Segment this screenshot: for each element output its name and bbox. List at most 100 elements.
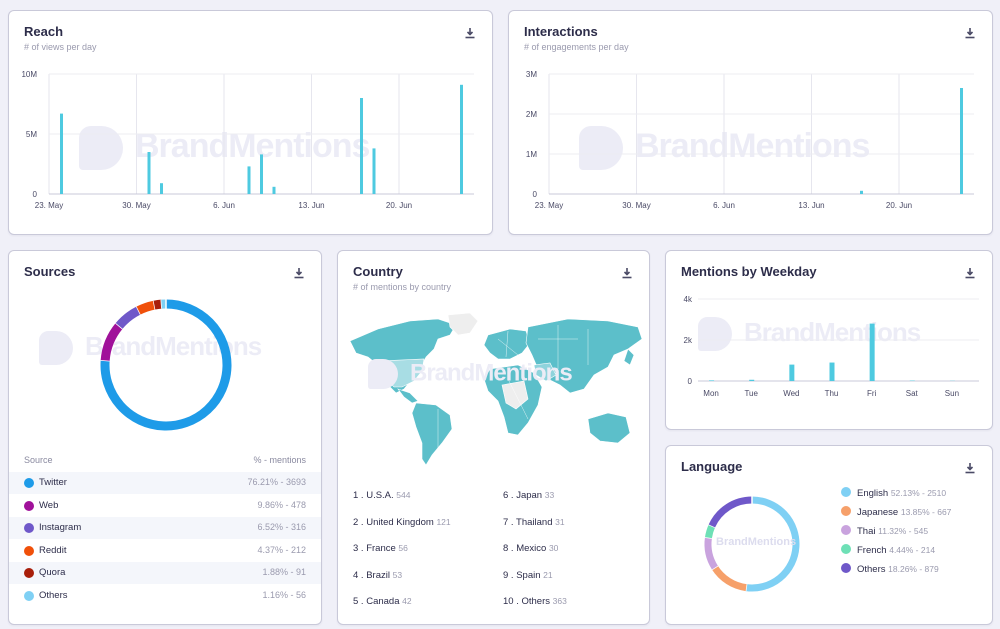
language-name: Japanese: [857, 507, 899, 518]
country-item[interactable]: 2 . United Kingdom 121: [353, 517, 451, 528]
language-card: Language BrandMentions English 52.13% - …: [665, 445, 993, 625]
legend-dot: [841, 563, 851, 573]
interactions-y-tick: 1M: [526, 150, 537, 159]
country-item[interactable]: 4 . Brazil 53: [353, 570, 402, 581]
sources-slice-quora[interactable]: [153, 299, 162, 310]
country-item[interactable]: 7 . Thailand 31: [503, 517, 565, 528]
source-row-web[interactable]: Web 9.86% - 478: [9, 495, 321, 517]
interactions-x-tick: 20. Jun: [886, 201, 912, 210]
country-name: Thailand: [516, 516, 553, 528]
country-item[interactable]: 8 . Mexico 30: [503, 543, 558, 554]
map-asia: [525, 318, 643, 394]
reach-x-tick: 23. May: [35, 201, 63, 210]
source-value: 1.16% - 56: [262, 589, 306, 600]
reach-bar[interactable]: [60, 113, 63, 194]
map-africa-inner: [501, 380, 529, 410]
interactions-x-tick: 23. May: [535, 201, 563, 210]
reach-bar[interactable]: [360, 98, 363, 194]
language-row-japanese[interactable]: Japanese 13.85% - 667: [841, 506, 951, 518]
download-icon[interactable]: [293, 267, 305, 279]
col-mentions: % - mentions: [253, 455, 306, 465]
source-row-twitter[interactable]: Twitter 76.21% - 3693: [9, 472, 321, 494]
interactions-x-tick: 6. Jun: [713, 201, 735, 210]
reach-bar[interactable]: [160, 183, 163, 194]
reach-bar[interactable]: [372, 148, 376, 194]
interactions-card: Interactions # of engagements per day Br…: [508, 10, 993, 235]
legend-dot: [841, 506, 851, 516]
source-value: 1.88% - 91: [262, 567, 306, 577]
weekday-bar[interactable]: [709, 380, 715, 381]
sources-slice-instagram[interactable]: [115, 306, 141, 329]
country-card: Country # of mentions by country BrandMe…: [337, 250, 650, 625]
country-count: 21: [543, 569, 553, 580]
download-icon[interactable]: [964, 27, 976, 39]
sources-slice-twitter[interactable]: [100, 299, 232, 431]
language-slice-english[interactable]: [745, 496, 800, 592]
weekday-title: Mentions by Weekday: [681, 264, 817, 279]
reach-bar[interactable]: [460, 84, 463, 194]
language-row-french[interactable]: French 4.44% - 214: [841, 544, 935, 556]
language-slice-gap: [704, 536, 713, 539]
language-value: 4.44% - 214: [889, 545, 936, 555]
legend-dot: [24, 523, 34, 533]
sources-slice-web[interactable]: [100, 323, 123, 361]
country-rank: 8 .: [503, 543, 514, 554]
language-name: Others: [857, 564, 886, 575]
country-item[interactable]: 10 . Others 363: [503, 596, 567, 607]
language-slice-others[interactable]: [708, 496, 753, 528]
language-value: 18.26% - 879: [888, 564, 939, 574]
sources-slice-gap: [152, 300, 157, 310]
country-item[interactable]: 3 . France 56: [353, 543, 408, 554]
download-icon[interactable]: [964, 267, 976, 279]
source-row-quora[interactable]: Quora 1.88% - 91: [9, 562, 321, 584]
reach-x-tick: 30. May: [122, 201, 150, 210]
weekday-bar[interactable]: [829, 362, 835, 381]
language-slice-french[interactable]: [704, 524, 716, 539]
language-slice-gap: [744, 584, 748, 592]
interactions-title: Interactions: [524, 24, 598, 39]
language-value: 52.13% - 2510: [890, 488, 947, 498]
language-slice-thai[interactable]: [704, 537, 718, 570]
weekday-bar[interactable]: [869, 323, 875, 381]
country-item[interactable]: 1 . U.S.A. 544: [353, 490, 410, 501]
download-icon[interactable]: [621, 267, 633, 279]
weekday-bar[interactable]: [749, 379, 755, 381]
weekday-bar[interactable]: [789, 364, 795, 381]
source-row-reddit[interactable]: Reddit 4.37% - 212: [9, 540, 321, 562]
language-row-english[interactable]: English 52.13% - 2510: [841, 487, 946, 499]
reach-bar[interactable]: [147, 152, 151, 194]
country-item[interactable]: 5 . Canada 42: [353, 596, 412, 607]
reach-bar[interactable]: [260, 154, 263, 194]
sources-card: Sources BrandMentions Source % - mention…: [8, 250, 322, 625]
source-name: Web: [39, 499, 59, 511]
reach-bar[interactable]: [247, 166, 251, 194]
download-icon[interactable]: [464, 27, 476, 39]
download-icon[interactable]: [964, 462, 976, 474]
language-value: 11.32% - 545: [878, 526, 929, 536]
country-item[interactable]: 6 . Japan 33: [503, 490, 554, 501]
country-name: Spain: [516, 569, 541, 581]
country-rank: 9 .: [503, 569, 514, 581]
country-item[interactable]: 9 . Spain 21: [503, 570, 553, 581]
interactions-bar[interactable]: [860, 190, 863, 194]
language-row-thai[interactable]: Thai 11.32% - 545: [841, 525, 928, 537]
weekday-y-tick: 0: [688, 377, 693, 386]
reach-bar[interactable]: [272, 186, 276, 194]
interactions-x-tick: 13. Jun: [798, 201, 824, 210]
reach-y-tick: 0: [33, 190, 38, 199]
legend-dot: [841, 544, 851, 554]
interactions-bar[interactable]: [960, 88, 963, 194]
country-name: France: [366, 543, 396, 554]
source-row-others[interactable]: Others 1.16% - 56: [9, 585, 321, 607]
weekday-card: Mentions by Weekday BrandMentions 4k 2k 0 M…: [665, 250, 993, 430]
reach-subtitle: # of views per day: [24, 42, 97, 52]
language-slice-japanese[interactable]: [711, 565, 747, 592]
map-japan: [623, 348, 635, 366]
language-row-others[interactable]: Others 18.26% - 879: [841, 563, 939, 575]
sources-slice-reddit[interactable]: [136, 300, 156, 315]
source-row-instagram[interactable]: Instagram 6.52% - 316: [9, 517, 321, 539]
country-rank: 2 .: [353, 516, 364, 528]
reach-x-tick: 13. Jun: [298, 201, 324, 210]
language-donut: [704, 496, 800, 592]
country-count: 31: [555, 516, 565, 527]
